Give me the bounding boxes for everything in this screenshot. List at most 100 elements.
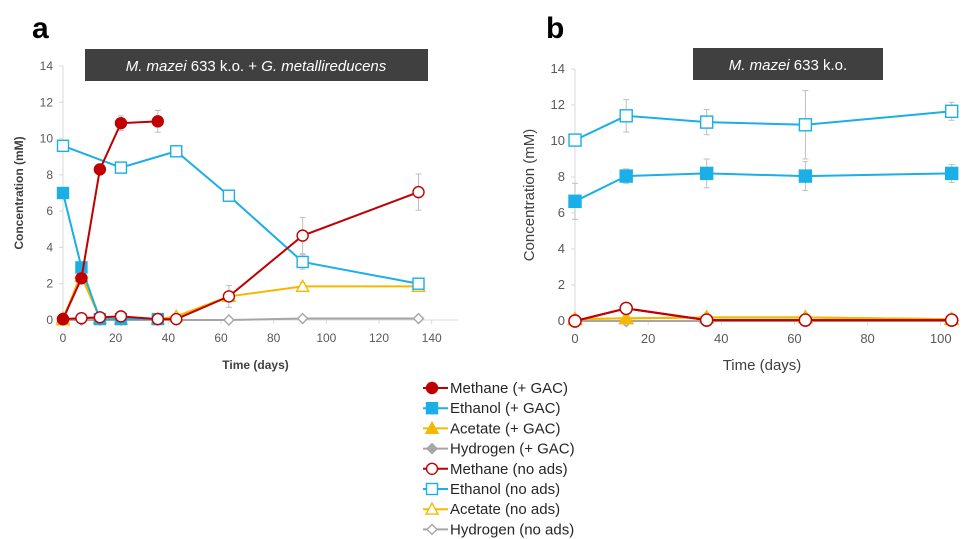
panel-b-y-tick-label: 6 [558, 205, 565, 220]
panel-a-x-tick-label: 40 [162, 331, 176, 345]
data-point [114, 310, 128, 323]
data-point [568, 314, 582, 328]
data-point [619, 109, 633, 123]
legend-marker [425, 381, 439, 395]
series-line [62, 144, 419, 285]
panel-b-x-tick-label: 40 [714, 331, 728, 346]
legend: Methane (+ GAC) Ethanol (+ GAC) Acetate (+… [423, 380, 575, 538]
data-point [798, 169, 813, 183]
data-point [222, 290, 236, 303]
panel-b-series-ethanol-gac [568, 158, 959, 220]
panel-a-title-strain: 633 k.o. + [187, 58, 262, 75]
panel-a-x-axis-title: Time (days) [222, 358, 288, 372]
data-point [296, 229, 309, 242]
legend-label: Methane (no ads) [450, 461, 568, 478]
panel-a-y-tick-label: 10 [40, 132, 54, 146]
data-point [699, 115, 714, 129]
data-point [56, 312, 70, 326]
panel-a-title-species: M. mazei [126, 58, 188, 75]
panel-b-y-tick-label: 4 [558, 241, 565, 256]
data-point [798, 118, 813, 132]
panel-a-title-background [85, 49, 428, 81]
series-line [574, 316, 952, 321]
panel-a-series-ethanol-gac [56, 186, 165, 326]
data-point [222, 189, 236, 202]
data-point [619, 169, 633, 183]
data-point [568, 133, 582, 147]
legend-label: Acetate (+ GAC) [450, 420, 560, 437]
data-point [151, 312, 165, 326]
data-point [944, 104, 959, 119]
legend-marker [425, 402, 439, 415]
legend-label: Ethanol (no ads) [450, 481, 560, 498]
panel-b-y-tick-label: 0 [558, 313, 565, 328]
data-point [296, 255, 309, 269]
panel-a-title: M. mazei 633 k.o. + G. metallireducens [126, 58, 387, 75]
panel-b-title: M. mazei 633 k.o. [729, 57, 847, 74]
data-point [412, 185, 425, 199]
data-point [944, 166, 959, 181]
panel-b-x-tick-label: 20 [641, 331, 655, 346]
legend-marker [426, 523, 438, 536]
legend-label: Hydrogen (+ GAC) [450, 441, 575, 458]
panel-a-x-tick-label: 60 [214, 331, 228, 345]
panel-b-y-tick-label: 12 [551, 97, 565, 112]
panel-a-x-tick-label: 120 [369, 331, 389, 345]
panel-b-y-tick-label: 14 [551, 61, 565, 76]
panel-b-chart: b M. mazei 633 k.o. 0 2 4 6 8 10 12 14 0 20 40 60 80… [521, 12, 960, 374]
panel-a-x-tick-label: 0 [60, 331, 67, 345]
data-point [568, 194, 582, 209]
panel-a-series-methane-no-ads [56, 173, 425, 326]
data-point [296, 312, 309, 325]
panel-b-x-tick-label: 60 [787, 331, 801, 346]
panel-b-y-tick-label: 10 [551, 133, 565, 148]
data-point [295, 278, 310, 292]
data-point [93, 311, 107, 324]
panel-b-x-tick-label: 80 [860, 331, 874, 346]
data-point [151, 115, 165, 128]
panel-b-series-methane-no-ads [568, 301, 959, 328]
panel-a-y-tick-label: 14 [40, 59, 54, 73]
panel-b-x-axis-title: Time (days) [723, 357, 802, 374]
data-point [699, 166, 714, 181]
legend-item: Methane (no ads) [423, 461, 568, 478]
legend-label: Methane (+ GAC) [450, 380, 568, 397]
legend-item: Acetate (no ads) [423, 501, 560, 518]
legend-marker [426, 442, 438, 455]
legend-item: Methane (+ GAC) [423, 380, 568, 397]
legend-marker [425, 482, 439, 496]
legend-item: Hydrogen (no ads) [423, 521, 574, 538]
data-point [56, 186, 70, 200]
panel-a-y-axis-title: Concentration (mM) [12, 136, 26, 249]
panel-b-y-tick-label: 8 [558, 169, 565, 184]
panel-a-y-tick-label: 4 [46, 240, 53, 254]
panel-a-letter: a [32, 12, 49, 45]
data-point [618, 310, 634, 325]
data-point [619, 301, 633, 316]
legend-label: Ethanol (+ GAC) [450, 400, 560, 417]
panel-a-x-tick-label: 100 [316, 331, 336, 345]
legend-marker [424, 420, 440, 434]
data-point [222, 314, 235, 326]
panel-b-x-tick-label: 100 [930, 331, 952, 346]
panel-b-series-ethanol-no-ads [568, 90, 959, 160]
data-point [114, 116, 128, 130]
legend-item: Ethanol (no ads) [423, 481, 560, 498]
panel-a-y-tick-label: 12 [40, 95, 54, 109]
panel-a-series-ethanol-no-ads [56, 139, 425, 290]
panel-b-plot-area: 0 2 4 6 8 10 12 14 0 20 40 60 80 100 Time (days) Concen… [521, 61, 960, 374]
legend-item: Acetate (+ GAC) [423, 420, 560, 437]
panel-b-title-background [693, 48, 883, 80]
series-line [62, 192, 158, 321]
panel-b-y-axis-title: Concentration (mM) [521, 129, 538, 262]
panel-a-x-tick-label: 80 [267, 331, 281, 345]
panel-b-title-box: M. mazei 633 k.o. [693, 48, 883, 80]
series-line [62, 191, 419, 321]
legend-item: Hydrogen (+ GAC) [423, 441, 575, 458]
data-point [75, 272, 88, 285]
legend-label: Hydrogen (no ads) [450, 521, 574, 538]
panel-a-x-tick-label: 20 [109, 331, 123, 345]
data-point [798, 313, 813, 327]
